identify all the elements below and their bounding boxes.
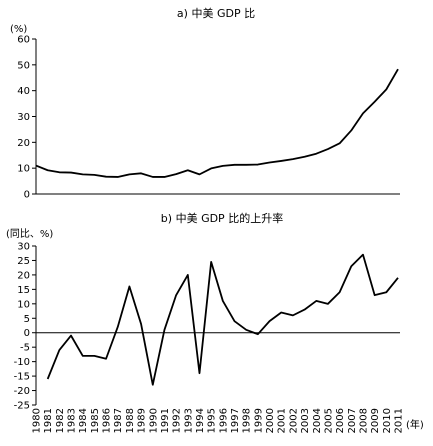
x-tick-label: 1995 xyxy=(207,408,218,433)
chart-b-y-tick-label: 30 xyxy=(17,242,30,253)
chart-a-y-unit: (%) xyxy=(10,24,27,35)
x-tick-labels: 1980 1981 1982 1983 1984 1985 1986 1987 1988 1989… xyxy=(32,408,405,433)
x-tick-label: 2007 xyxy=(347,408,358,433)
chart-b-y-tick-label: 0 xyxy=(24,328,30,339)
chart-b-panel: 30 25 20 15 10 5 0 -5 -10 -15 -20 -25 xyxy=(14,242,400,412)
chart-b-y-tick-label: 5 xyxy=(24,314,30,325)
x-tick-label: 1992 xyxy=(172,408,183,433)
chart-a-y-tick-label: 40 xyxy=(17,86,30,97)
chart-a-y-tick-label: 30 xyxy=(17,112,30,123)
x-tick-label: 2001 xyxy=(277,408,288,433)
x-tick-label: 1982 xyxy=(55,408,66,433)
x-tick-label: 1984 xyxy=(78,408,89,433)
chart-b-y-tick-label: -15 xyxy=(14,372,30,383)
x-tick-label: 2002 xyxy=(288,408,299,433)
chart-b-y-tick-label: 20 xyxy=(17,270,30,281)
x-tick-label: 1993 xyxy=(183,408,194,433)
chart-b-y-tick-label: 15 xyxy=(17,285,30,296)
chart-b-y-tick-label: -5 xyxy=(20,343,30,354)
x-tick-label: 1998 xyxy=(242,408,253,433)
x-tick-label: 2008 xyxy=(358,408,369,433)
chart-b-y-tick-label: -10 xyxy=(14,357,30,368)
chart-a-panel: 0 10 20 30 40 50 60 xyxy=(17,35,400,201)
chart-a-y-tick-label: 20 xyxy=(17,138,30,149)
x-tick-label: 2010 xyxy=(382,408,393,433)
x-tick-label: 2004 xyxy=(312,408,323,433)
x-tick-label: 2003 xyxy=(300,408,311,433)
x-tick-label: 2009 xyxy=(370,408,381,433)
chart-b-series-line xyxy=(46,253,399,386)
chart-b-y-unit: (同比、%) xyxy=(6,228,53,240)
x-tick-label: 1991 xyxy=(160,408,171,433)
x-tick-label: 1981 xyxy=(43,408,54,433)
x-tick-label: 1997 xyxy=(230,408,241,433)
chart-a-title: a) 中美 GDP 比 xyxy=(177,7,255,20)
chart-a-y-tick-label: 0 xyxy=(24,190,30,201)
x-tick-label: 1994 xyxy=(195,408,206,433)
x-tick-label: 1985 xyxy=(90,408,101,433)
x-tick-label: 1996 xyxy=(218,408,229,433)
x-tick-label: 1983 xyxy=(67,408,78,433)
x-tick-label: 2006 xyxy=(335,408,346,433)
chart-b-y-tick-label: 10 xyxy=(17,299,30,310)
x-tick-label: 1980 xyxy=(32,408,43,433)
chart-a-y-tick-label: 10 xyxy=(17,164,30,175)
chart-b-title: b) 中美 GDP 比的上升率 xyxy=(161,211,283,225)
x-axis-unit: (年) xyxy=(406,418,424,431)
chart-a-series-line xyxy=(35,68,399,178)
x-tick-label: 1999 xyxy=(253,408,264,433)
chart-b-y-tick-label: -20 xyxy=(14,386,30,397)
chart-b-y-tick-label: -25 xyxy=(14,401,30,412)
chart-a-y-tick-label: 50 xyxy=(17,60,30,71)
x-tick-label: 2011 xyxy=(394,408,405,433)
x-tick-label: 1989 xyxy=(137,408,148,433)
x-tick-label: 1988 xyxy=(125,408,136,433)
x-tick-label: 2005 xyxy=(323,408,334,433)
x-tick-label: 1987 xyxy=(113,408,124,433)
chart-a-y-tick-label: 60 xyxy=(17,35,30,46)
x-tick-label: 1990 xyxy=(148,408,159,433)
x-tick-label: 2000 xyxy=(265,408,276,433)
x-tick-label: 1986 xyxy=(102,408,113,433)
chart-b-y-tick-label: 25 xyxy=(17,256,30,267)
